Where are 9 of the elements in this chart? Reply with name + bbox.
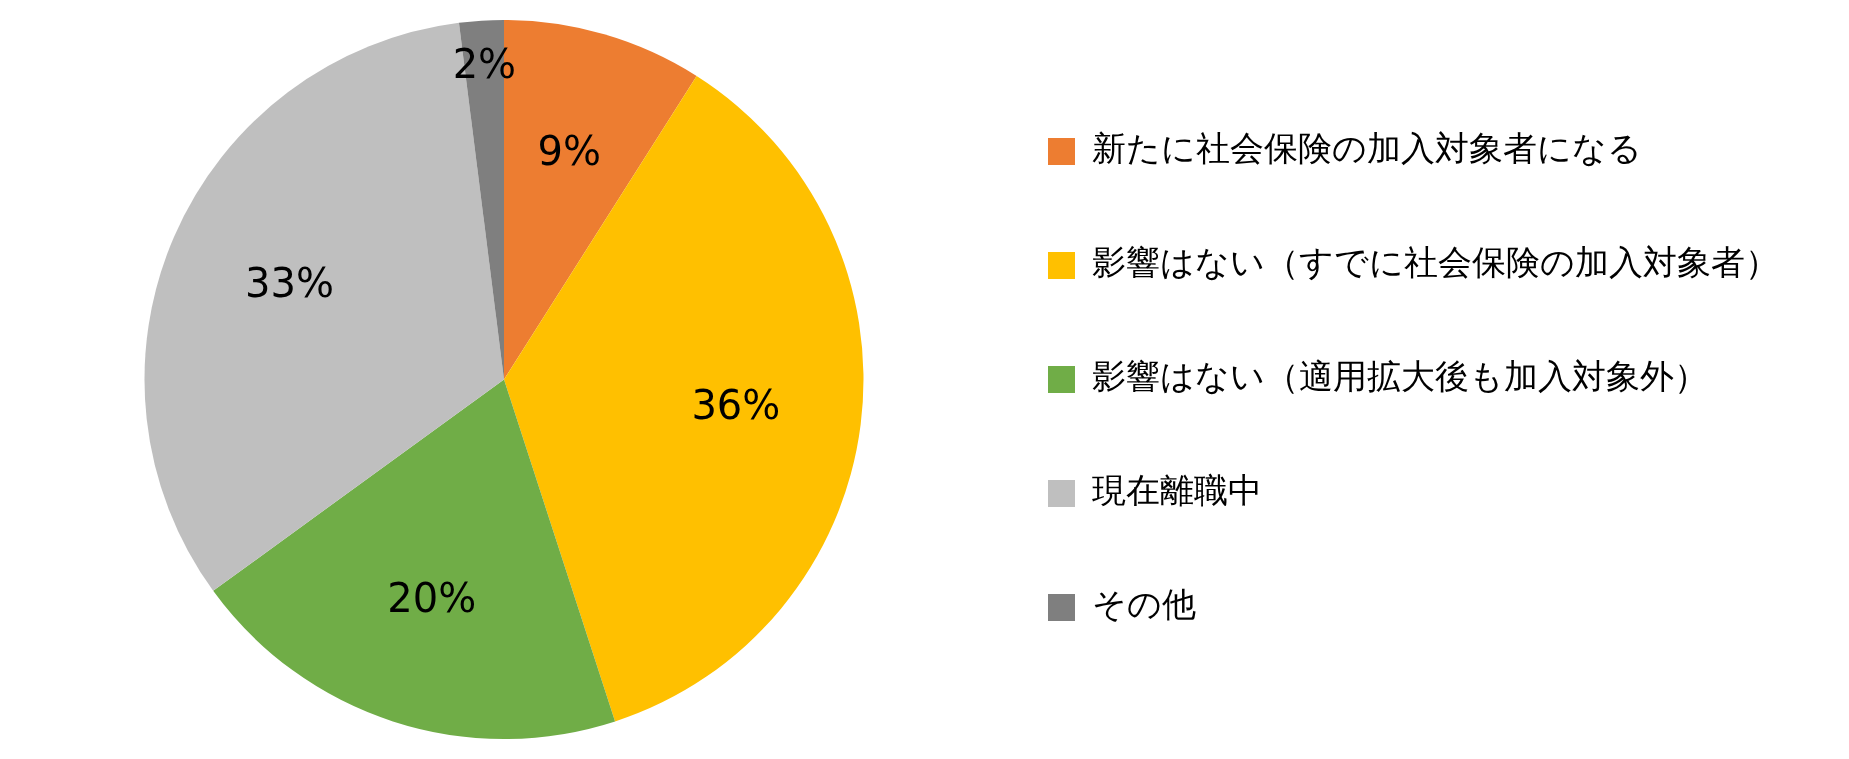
data-label: 9% <box>537 128 601 175</box>
legend-label: 影響はない（すでに社会保険の加入対象者） <box>1092 242 1779 283</box>
legend-label: 影響はない（適用拡大後も加入対象外） <box>1092 356 1708 397</box>
legend-label: 現在離職中 <box>1092 470 1262 511</box>
legend-label: その他 <box>1092 584 1196 625</box>
legend-label: 新たに社会保険の加入対象者になる <box>1092 128 1642 169</box>
data-label: 36% <box>691 382 781 429</box>
data-label: 33% <box>245 260 334 307</box>
data-label: 20% <box>387 575 477 622</box>
